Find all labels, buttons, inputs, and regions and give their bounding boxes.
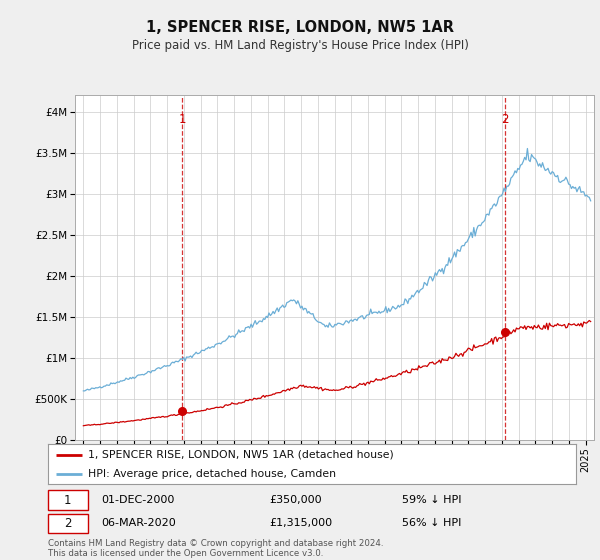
FancyBboxPatch shape: [48, 514, 88, 533]
Text: 1: 1: [64, 493, 71, 506]
Text: £1,315,000: £1,315,000: [270, 518, 333, 528]
Text: HPI: Average price, detached house, Camden: HPI: Average price, detached house, Camd…: [88, 469, 335, 478]
Text: Price paid vs. HM Land Registry's House Price Index (HPI): Price paid vs. HM Land Registry's House …: [131, 39, 469, 52]
Text: £350,000: £350,000: [270, 495, 322, 505]
Text: Contains HM Land Registry data © Crown copyright and database right 2024.
This d: Contains HM Land Registry data © Crown c…: [48, 539, 383, 558]
FancyBboxPatch shape: [48, 491, 88, 510]
Text: 1: 1: [179, 113, 186, 126]
Text: 56% ↓ HPI: 56% ↓ HPI: [402, 518, 461, 528]
Text: 1, SPENCER RISE, LONDON, NW5 1AR: 1, SPENCER RISE, LONDON, NW5 1AR: [146, 20, 454, 35]
Text: 59% ↓ HPI: 59% ↓ HPI: [402, 495, 461, 505]
Text: 06-MAR-2020: 06-MAR-2020: [101, 518, 176, 528]
Text: 2: 2: [501, 113, 509, 126]
Text: 01-DEC-2000: 01-DEC-2000: [101, 495, 174, 505]
Text: 1, SPENCER RISE, LONDON, NW5 1AR (detached house): 1, SPENCER RISE, LONDON, NW5 1AR (detach…: [88, 450, 394, 460]
Text: 2: 2: [64, 517, 71, 530]
